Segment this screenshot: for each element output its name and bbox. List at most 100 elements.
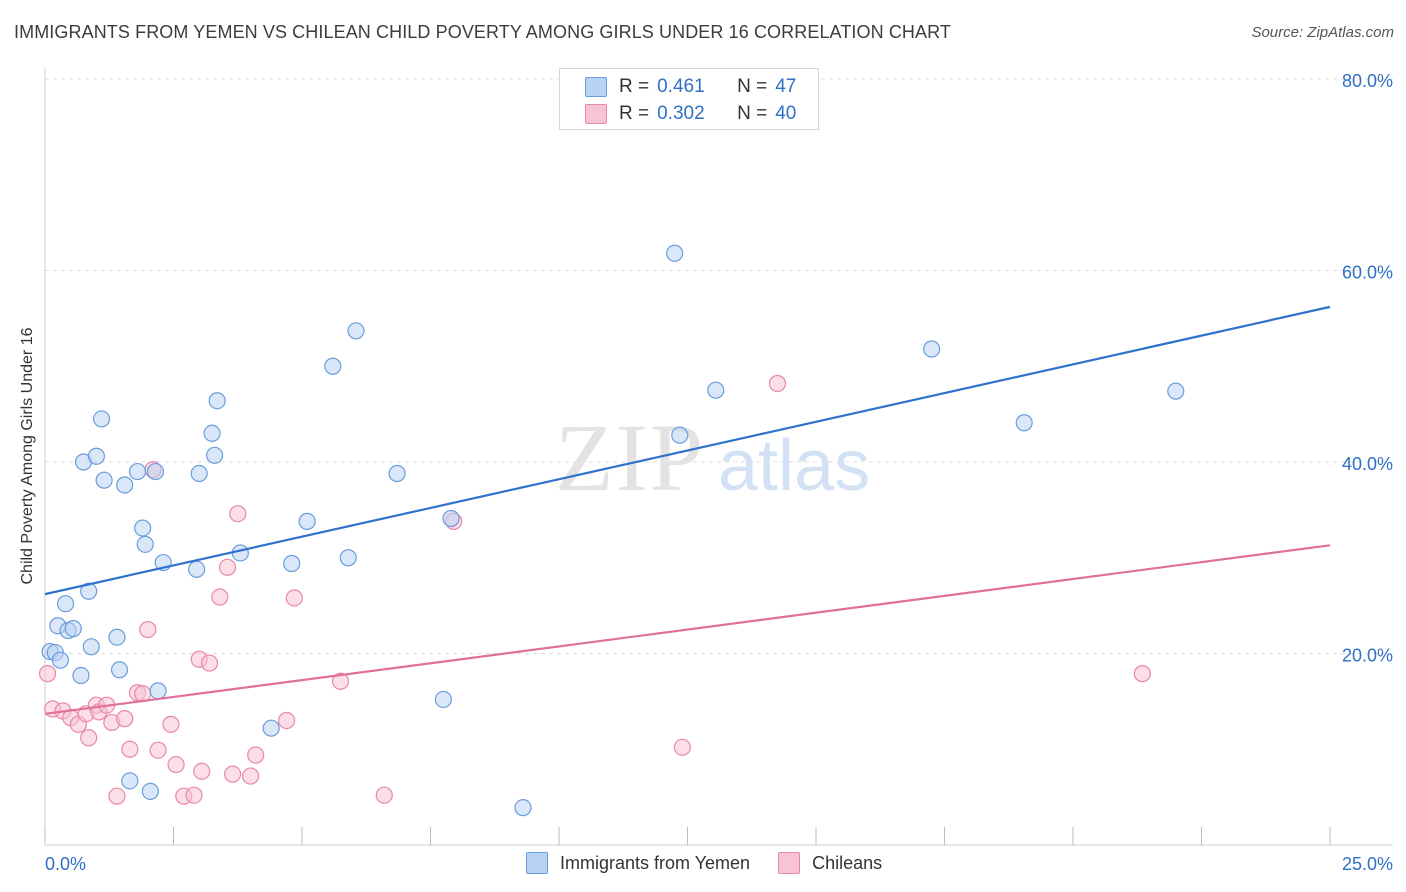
data-point-chileans xyxy=(149,741,167,759)
watermark: ZIP atlas xyxy=(555,404,870,511)
legend-swatch-blue xyxy=(526,852,548,874)
data-point-yemen xyxy=(514,799,532,817)
x-tick-label: 25.0% xyxy=(1342,854,1393,874)
data-point-chileans xyxy=(229,505,247,523)
data-point-yemen xyxy=(121,772,139,790)
data-point-yemen xyxy=(231,544,249,562)
data-point-chileans xyxy=(116,710,134,728)
legend-r-label: R = xyxy=(619,103,650,124)
data-point-yemen xyxy=(206,446,224,464)
series-legend: Immigrants from Yemen Chileans xyxy=(526,852,910,874)
data-point-yemen xyxy=(146,462,165,481)
data-point-yemen xyxy=(298,512,316,530)
data-point-chileans xyxy=(247,746,265,764)
data-point-yemen xyxy=(434,690,452,709)
data-point-yemen xyxy=(92,410,111,428)
data-point-yemen xyxy=(128,462,147,481)
legend-item-yemen: Immigrants from Yemen xyxy=(526,852,750,874)
legend-n-label: N = xyxy=(737,103,768,124)
data-point-yemen xyxy=(82,638,100,656)
data-point-chileans xyxy=(108,787,126,805)
trend-line-yemen xyxy=(44,305,1331,596)
data-point-yemen xyxy=(72,666,90,685)
y-tick-label: 40.0% xyxy=(1342,454,1393,474)
legend-r-label: R = xyxy=(619,76,650,97)
data-point-yemen xyxy=(666,244,684,262)
data-point-chileans xyxy=(673,738,691,756)
axes xyxy=(44,68,1393,846)
data-point-yemen xyxy=(141,782,159,800)
data-point-chileans xyxy=(167,755,185,774)
correlation-legend: R = 0.461 N = 47 R = 0.302 N = 40 xyxy=(559,68,819,130)
data-point-chileans xyxy=(38,665,57,683)
trend-line-chileans xyxy=(44,544,1331,715)
data-point-yemen xyxy=(64,620,82,638)
data-point-yemen xyxy=(707,381,725,399)
data-point-yemen xyxy=(87,447,106,465)
series-yemen xyxy=(41,244,1185,817)
legend-n-value: 40 xyxy=(775,103,797,124)
data-point-chileans xyxy=(285,589,303,607)
data-point-yemen xyxy=(1015,414,1033,432)
data-point-yemen xyxy=(56,595,75,613)
data-point-yemen xyxy=(108,628,126,646)
data-point-chileans xyxy=(277,711,296,730)
series-chileans xyxy=(38,374,1151,805)
legend-label-yemen: Immigrants from Yemen xyxy=(560,852,751,873)
data-point-yemen xyxy=(134,519,152,537)
legend-r-value: 0.461 xyxy=(657,76,705,97)
data-point-chileans xyxy=(139,620,157,639)
data-point-yemen xyxy=(149,682,167,700)
data-point-yemen xyxy=(95,471,113,489)
data-point-yemen xyxy=(339,549,357,567)
data-point-yemen xyxy=(388,464,406,483)
y-axis-label: Child Poverty Among Girls Under 16 xyxy=(19,327,36,585)
data-point-yemen xyxy=(324,357,342,375)
legend-n-label: N = xyxy=(737,76,768,97)
y-tick-label: 80.0% xyxy=(1342,71,1393,91)
data-point-yemen xyxy=(116,476,134,494)
data-point-chileans xyxy=(1133,665,1151,683)
legend-swatch-pink xyxy=(778,852,801,874)
data-point-yemen xyxy=(203,424,221,442)
data-point-yemen xyxy=(110,661,129,679)
data-point-chileans xyxy=(162,715,180,733)
data-point-chileans xyxy=(185,786,203,804)
data-point-yemen xyxy=(923,340,941,358)
tick-labels: 20.0% 40.0% 60.0% 80.0% 0.0% 25.0% xyxy=(45,71,1393,874)
legend-n-value: 47 xyxy=(775,76,797,97)
chart-title: IMMIGRANTS FROM YEMEN VS CHILEAN CHILD P… xyxy=(14,22,951,42)
legend-r-value: 0.302 xyxy=(657,103,705,124)
data-point-yemen xyxy=(1167,382,1185,400)
data-point-yemen xyxy=(671,426,689,444)
legend-row-chileans: R = 0.302 N = 40 xyxy=(585,102,796,126)
data-point-yemen xyxy=(208,392,226,410)
data-point-chileans xyxy=(80,729,98,747)
data-point-chileans xyxy=(242,767,260,785)
data-point-chileans xyxy=(375,786,393,804)
data-point-chileans xyxy=(200,654,219,672)
x-tick-label: 0.0% xyxy=(45,854,86,874)
data-point-yemen xyxy=(51,651,70,669)
chart-source: Source: ZipAtlas.com xyxy=(1251,24,1394,41)
data-point-yemen xyxy=(136,535,154,553)
y-tick-label: 20.0% xyxy=(1342,646,1393,666)
data-point-yemen xyxy=(190,464,208,483)
legend-swatch-blue xyxy=(585,77,607,97)
data-point-yemen xyxy=(442,509,460,528)
data-point-chileans xyxy=(121,740,139,758)
data-point-yemen xyxy=(347,322,365,340)
legend-row-yemen: R = 0.461 N = 47 xyxy=(585,75,796,99)
legend-label-chileans: Chileans xyxy=(812,852,883,873)
watermark-zip: ZIP xyxy=(555,404,705,511)
data-point-chileans xyxy=(193,762,211,780)
data-point-yemen xyxy=(262,719,280,737)
y-tick-label: 60.0% xyxy=(1342,263,1393,283)
legend-swatch-pink xyxy=(585,104,607,124)
data-point-chileans xyxy=(224,765,242,783)
data-point-chileans xyxy=(768,374,787,393)
trend-lines xyxy=(44,305,1331,715)
gridlines xyxy=(45,78,1393,654)
data-point-chileans xyxy=(331,672,350,690)
